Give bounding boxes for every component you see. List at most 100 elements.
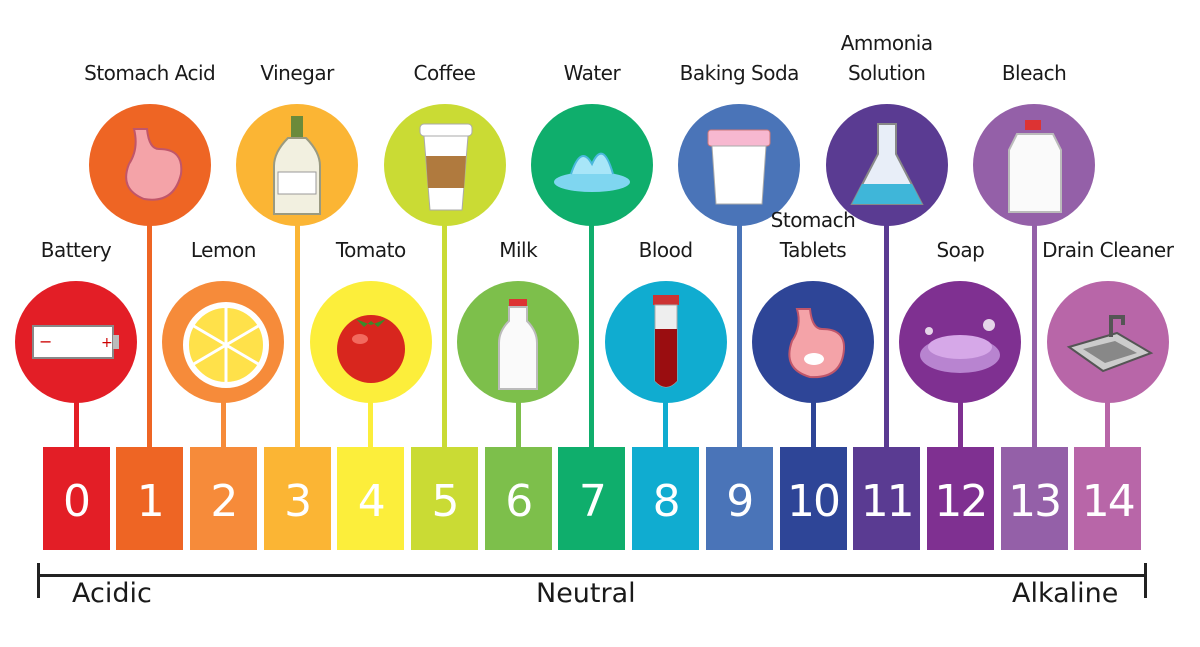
ph-box: 6 — [484, 447, 552, 550]
substance-label-line: Tomato — [335, 238, 406, 262]
substance-label: Baking Soda — [664, 58, 814, 88]
baking-soda-tub-icon — [707, 129, 771, 205]
svg-text:−: − — [39, 332, 52, 351]
substance-label-line: Blood — [638, 238, 693, 262]
stomach-icon — [124, 128, 182, 201]
substance-circle — [678, 104, 801, 226]
substance-circle — [88, 104, 211, 226]
connector-stem — [736, 215, 742, 447]
connector-stem — [663, 392, 669, 447]
substance-circle — [1046, 281, 1169, 403]
substance-label-line: Drain Cleaner — [1042, 238, 1174, 262]
substance-label-line: Solution — [847, 61, 926, 85]
coffee-cup-icon — [419, 123, 472, 211]
connector-stem — [957, 392, 963, 447]
bleach-jug-icon — [1008, 120, 1063, 213]
substance-label-line: Battery — [40, 238, 112, 262]
substance-label-line: Ammonia — [840, 31, 933, 55]
connector-stem — [220, 392, 226, 447]
substance-label-line: Lemon — [190, 238, 257, 262]
substance-label-line: Bleach — [1001, 61, 1067, 85]
substance-label-line: Vinegar — [260, 61, 334, 85]
substance-label: Stomach Acid — [75, 58, 225, 88]
substance-circle — [236, 104, 359, 226]
acidic-label: Acidic — [72, 578, 152, 609]
stomach-tablet-icon — [788, 308, 846, 379]
axis-tick-right — [1144, 563, 1147, 598]
ph-box: 3 — [263, 447, 331, 550]
sink-icon — [1066, 315, 1154, 373]
ph-box: 5 — [411, 447, 478, 550]
connector-stem — [810, 392, 816, 447]
substance-label: Coffee — [370, 58, 520, 88]
ph-box: 0 — [42, 447, 110, 550]
water-splash-icon — [553, 152, 630, 192]
substance-label: Battery — [1, 235, 151, 265]
substance-circle — [457, 281, 580, 403]
substance-circle — [162, 281, 285, 403]
ph-box: 2 — [189, 447, 257, 550]
flask-icon — [850, 123, 924, 205]
scale-axis-line — [38, 574, 1146, 577]
substance-circle: − + — [15, 281, 137, 403]
substance-circle — [530, 104, 653, 226]
substance-circle — [825, 104, 948, 226]
ph-box: 11 — [853, 447, 921, 550]
connector-stem — [515, 392, 521, 447]
milk-bottle-icon — [498, 299, 539, 390]
substance-label: Lemon — [148, 235, 298, 265]
axis-tick-left — [37, 563, 40, 598]
svg-text:+: + — [101, 335, 113, 351]
substance-label: Vinegar — [222, 58, 372, 88]
alkaline-label: Alkaline — [1012, 578, 1119, 609]
substance-label: Soap — [885, 235, 1035, 265]
connector-stem — [368, 392, 374, 447]
blood-tube-icon — [652, 295, 679, 388]
lemon-icon — [183, 302, 270, 388]
ph-box: 9 — [705, 447, 773, 550]
substance-circle — [899, 281, 1022, 403]
substance-label: Stomach Tablets — [738, 205, 888, 265]
connector-stem — [884, 215, 890, 447]
tomato-icon — [336, 315, 405, 383]
substance-circle — [383, 104, 506, 226]
substance-label: Ammonia Solution — [812, 28, 962, 88]
battery-icon: − + — [32, 325, 119, 359]
substance-label-line: Soap — [936, 238, 985, 262]
ph-box: 1 — [116, 447, 184, 550]
connector-stem — [147, 215, 153, 447]
substance-circle — [973, 104, 1096, 226]
connector-stem — [589, 215, 595, 447]
soap-icon — [920, 319, 1001, 373]
substance-label-line: Tablets — [779, 238, 847, 262]
vinegar-bottle-icon — [273, 116, 322, 215]
substance-label: Milk — [443, 235, 593, 265]
connector-stem — [1031, 215, 1037, 447]
ph-box: 10 — [779, 447, 847, 550]
ph-box: 8 — [632, 447, 700, 550]
ph-box: 12 — [926, 447, 994, 550]
ph-box: 13 — [1000, 447, 1068, 550]
substance-label-line: Stomach Acid — [84, 61, 216, 85]
substance-label: Water — [517, 58, 667, 88]
substance-label-line: Water — [563, 61, 621, 85]
connector-stem — [73, 392, 79, 447]
ph-box: 4 — [337, 447, 405, 550]
substance-label: Drain Cleaner — [1033, 235, 1183, 265]
connector-stem — [294, 215, 300, 447]
substance-label-line: Baking Soda — [679, 61, 800, 85]
substance-label-line: Milk — [499, 238, 538, 262]
substance-label: Tomato — [296, 235, 446, 265]
substance-label-line: Coffee — [413, 61, 476, 85]
substance-label: Blood — [591, 235, 741, 265]
ph-box: 7 — [558, 447, 626, 550]
substance-circle — [309, 281, 432, 403]
neutral-label: Neutral — [536, 578, 636, 609]
substance-label-line: Stomach — [770, 208, 856, 232]
substance-label: Bleach — [959, 58, 1109, 88]
substance-circle — [752, 281, 874, 403]
substance-circle — [604, 281, 727, 403]
ph-box: 14 — [1074, 447, 1142, 550]
connector-stem — [442, 215, 447, 447]
connector-stem — [1105, 392, 1111, 447]
